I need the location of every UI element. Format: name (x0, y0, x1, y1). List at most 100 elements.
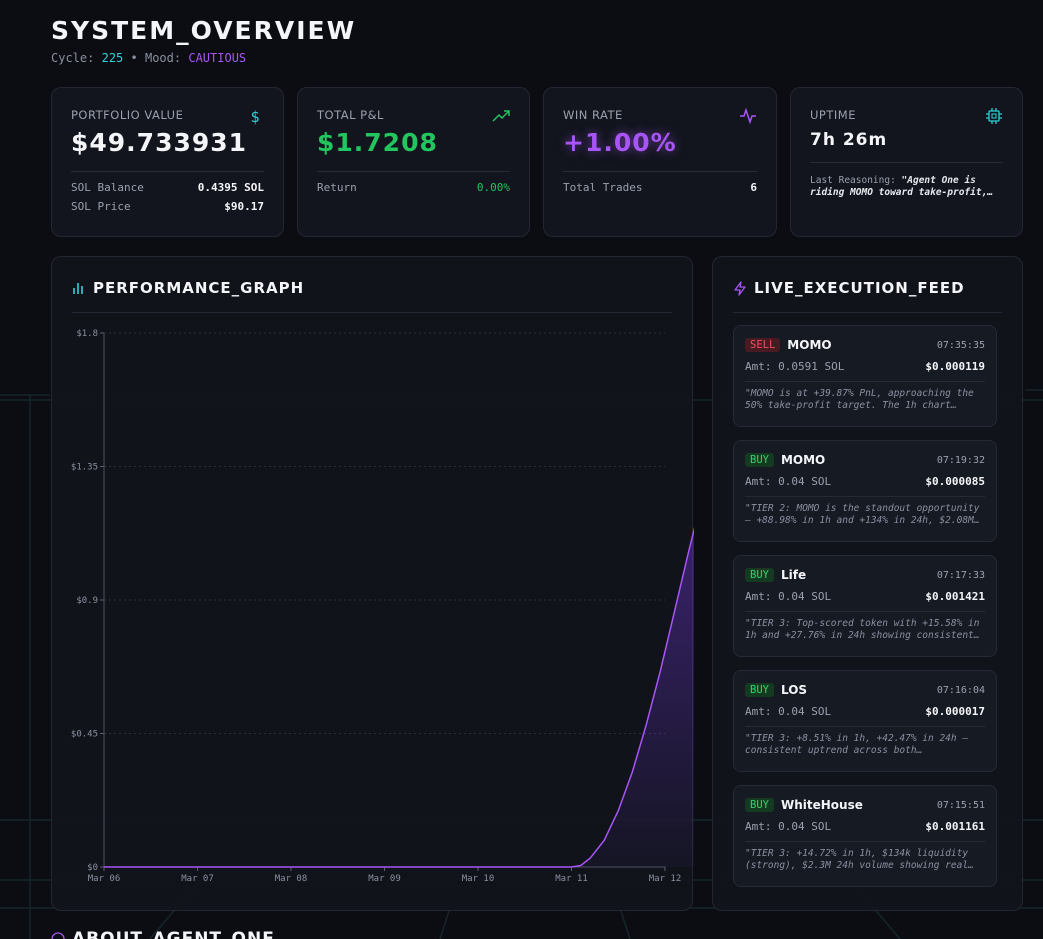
trade-token: MOMO (780, 453, 826, 467)
trade-reasoning: "TIER 3: +14.72% in 1h, $134k liquidity … (745, 848, 974, 871)
about-title-text: ABOUT_AGENT_ONE (72, 929, 275, 939)
portfolio-value: $49.733931 (71, 128, 248, 157)
card-label: TOTAL P&L (317, 108, 384, 122)
divider (745, 496, 985, 497)
sol-balance-row: SOL Balance 0.4395 SOL (71, 181, 264, 194)
divider (745, 726, 985, 727)
cycle-value: 225 (101, 51, 124, 65)
y-tick-label: $0.45 (71, 730, 98, 740)
card-label: UPTIME (810, 108, 856, 122)
trade-item[interactable]: BUY LOS 07:16:04 Amt: 0.04 SOL $0.000017… (733, 670, 997, 772)
bar-chart-icon (73, 283, 83, 294)
last-reasoning: Last Reasoning: "Agent One is riding MOM… (810, 175, 1003, 199)
return-row: Return 0.00% (317, 181, 510, 194)
live-execution-feed-panel: LIVE_EXECUTION_FEED SELL MOMO 07:35:35 A… (712, 256, 1023, 911)
x-tick-label: Mar 12 (649, 874, 682, 884)
trade-reasoning: "TIER 3: +8.51% in 1h, +42.47% in 24h — … (745, 733, 969, 756)
trending-up-icon (492, 110, 510, 122)
trade-time: 07:17:33 (936, 569, 985, 581)
series-area (104, 529, 694, 867)
trade-price: $0.000085 (925, 475, 985, 488)
trade-price: $0.000119 (925, 360, 985, 373)
trade-item[interactable]: BUY MOMO 07:19:32 Amt: 0.04 SOL $0.00008… (733, 440, 997, 542)
trade-price: $0.001161 (925, 820, 985, 833)
total-trades-row: Total Trades 6 (563, 181, 757, 194)
divider (810, 162, 1003, 163)
performance-graph-panel: PERFORMANCE_GRAPH $0 $0.45 $0.9 $1.35 $1.8 Ma… (51, 256, 694, 912)
lightning-icon (734, 280, 746, 296)
total-pnl-card: TOTAL P&L $1.7208 Return 0.00% (297, 87, 530, 237)
cpu-icon (986, 108, 1002, 124)
divider (563, 171, 757, 172)
trade-side-badge: BUY (745, 683, 774, 697)
live-feed-title: LIVE_EXECUTION_FEED (733, 279, 965, 297)
win-rate-card: WIN RATE +1.00% Total Trades 6 (543, 87, 777, 237)
x-tick-label: Mar 11 (555, 874, 588, 884)
card-label: PORTFOLIO VALUE (71, 108, 184, 122)
performance-graph-title: PERFORMANCE_GRAPH (72, 279, 304, 297)
trade-amount: Amt: 0.04 SOL (745, 590, 832, 603)
separator: • (130, 51, 138, 65)
trade-amount: Amt: 0.04 SOL (745, 475, 832, 488)
trade-item[interactable]: BUY WhiteHouse 07:15:51 Amt: 0.04 SOL $0… (733, 785, 997, 887)
cycle-label: Cycle: (51, 51, 95, 65)
page-title: SYSTEM_OVERVIEW (51, 16, 357, 45)
total-trades-value: 6 (750, 181, 757, 194)
last-reasoning-text: "Agent One is riding MOMO toward take-pr… (810, 175, 994, 198)
about-agent-title: ABOUT_AGENT_ONE (51, 929, 275, 939)
svg-text:$: $ (250, 108, 259, 125)
trade-side-badge: BUY (745, 568, 774, 582)
trade-item[interactable]: SELL MOMO 07:35:35 Amt: 0.0591 SOL $0.00… (733, 325, 997, 427)
trade-reasoning: "TIER 3: Top-scored token with +15.58% i… (745, 618, 980, 641)
last-reasoning-label: Last Reasoning: (810, 175, 896, 186)
trade-token: WhiteHouse (780, 798, 863, 812)
x-tick-label: Mar 06 (88, 874, 121, 884)
trade-time: 07:35:35 (936, 339, 985, 351)
sol-price-label: SOL Price (71, 200, 131, 213)
x-tick-label: Mar 08 (275, 874, 308, 884)
divider (745, 841, 985, 842)
trade-time: 07:19:32 (936, 454, 985, 466)
sol-balance-label: SOL Balance (71, 181, 144, 194)
trade-time: 07:15:51 (936, 799, 985, 811)
x-tick-label: Mar 09 (368, 874, 401, 884)
y-tick-label: $1.35 (71, 463, 98, 473)
y-tick-label: $0.9 (76, 596, 98, 606)
divider (72, 312, 672, 313)
trade-side-badge: SELL (745, 338, 781, 352)
sol-balance-value: 0.4395 SOL (197, 181, 264, 194)
trade-time: 07:16:04 (936, 684, 985, 696)
trade-token: LOS (780, 683, 808, 697)
trade-amount: Amt: 0.0591 SOL (745, 360, 845, 373)
trade-price: $0.001421 (925, 590, 985, 603)
cycle-mood-line: Cycle: 225 • Mood: CAUTIOUS (51, 51, 246, 65)
mood-value: CAUTIOUS (188, 51, 247, 65)
performance-chart[interactable]: $0 $0.45 $0.9 $1.35 $1.8 Mar 06 Mar 07 Mar 08 Ma… (52, 257, 694, 912)
uptime-value: 7h 26m (810, 130, 888, 150)
panel-title-text: LIVE_EXECUTION_FEED (754, 279, 965, 297)
mood-label: Mood: (144, 51, 182, 65)
divider (745, 611, 985, 612)
return-label: Return (317, 181, 357, 194)
dollar-icon: $ (250, 108, 259, 125)
sol-price-row: SOL Price $90.17 (71, 200, 264, 213)
trade-price: $0.000017 (925, 705, 985, 718)
divider (745, 381, 985, 382)
divider (733, 312, 1002, 313)
portfolio-value-card: PORTFOLIO VALUE $ $49.733931 SOL Balance… (51, 87, 284, 237)
return-value: 0.00% (476, 181, 510, 194)
trade-token: Life (780, 568, 807, 582)
trade-token: MOMO (787, 338, 832, 352)
info-icon (51, 932, 65, 939)
total-pnl-value: $1.7208 (317, 128, 438, 157)
x-tick-label: Mar 07 (181, 874, 214, 884)
x-tick-label: Mar 10 (462, 874, 495, 884)
trade-amount: Amt: 0.04 SOL (745, 705, 832, 718)
y-tick-label: $0 (87, 863, 98, 873)
trade-side-badge: BUY (745, 453, 774, 467)
uptime-card: UPTIME 7h 26m Last Reasoning: "Agent One… (790, 87, 1023, 237)
trade-amount: Amt: 0.04 SOL (745, 820, 832, 833)
trade-item[interactable]: BUY Life 07:17:33 Amt: 0.04 SOL $0.00142… (733, 555, 997, 657)
divider (71, 171, 264, 172)
card-label: WIN RATE (563, 108, 623, 122)
